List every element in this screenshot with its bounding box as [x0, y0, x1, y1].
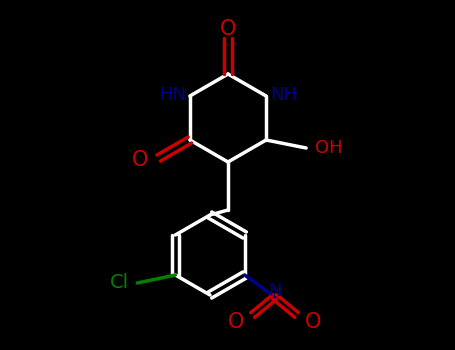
Text: HN: HN: [159, 86, 186, 104]
Text: O: O: [305, 312, 321, 332]
Text: N: N: [268, 282, 281, 300]
Text: NH: NH: [270, 86, 297, 104]
Text: OH: OH: [315, 139, 343, 157]
Text: O: O: [132, 150, 149, 170]
Text: Cl: Cl: [110, 273, 129, 293]
Text: O: O: [220, 19, 236, 39]
Text: O: O: [228, 312, 245, 332]
